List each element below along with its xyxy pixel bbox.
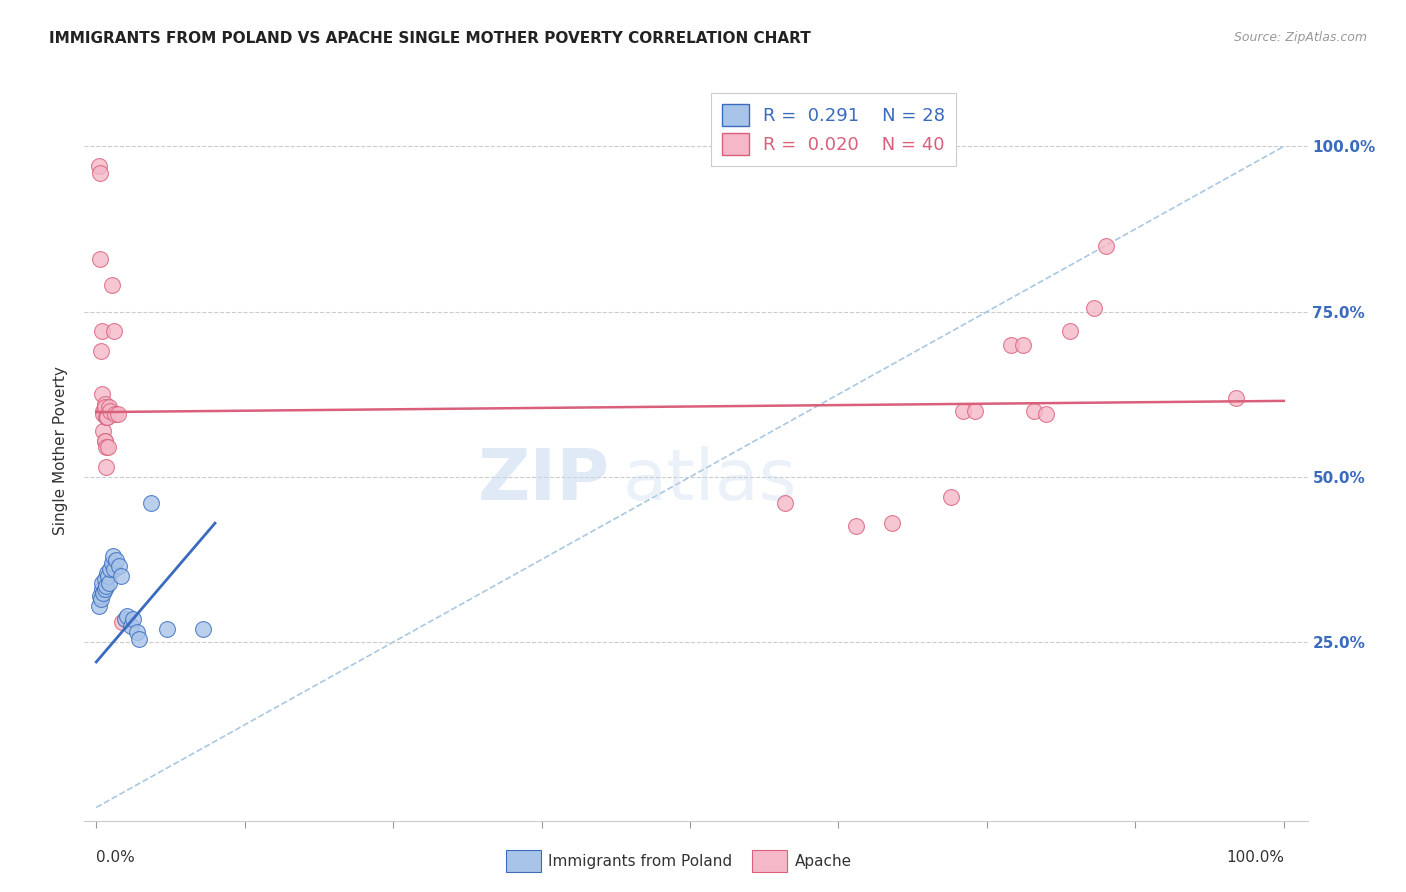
Text: ZIP: ZIP [478, 446, 610, 515]
Point [93, 404, 115, 418]
Point [110, 569, 132, 583]
Point [111, 615, 134, 630]
Point [91, 582, 114, 597]
Point [191, 622, 214, 636]
Point [90, 344, 112, 359]
Point [1011, 337, 1033, 351]
Point [104, 407, 127, 421]
Point [93, 582, 115, 597]
Point [93, 585, 115, 599]
Point [139, 496, 162, 510]
Point [96, 410, 118, 425]
Point [773, 496, 796, 510]
Point [122, 612, 145, 626]
Point [100, 556, 122, 570]
Point [100, 562, 122, 576]
Text: Immigrants from Poland: Immigrants from Poland [548, 855, 733, 869]
Point [105, 552, 128, 566]
Point [97, 440, 120, 454]
Point [93, 434, 115, 448]
Point [93, 401, 115, 415]
Point [1083, 301, 1105, 316]
Point [156, 622, 179, 636]
Point [94, 460, 117, 475]
Y-axis label: Single Mother Poverty: Single Mother Poverty [53, 366, 69, 535]
Point [845, 519, 868, 533]
Text: 100.0%: 100.0% [1226, 850, 1284, 865]
Point [1225, 391, 1247, 405]
Point [94, 440, 117, 454]
Point [1059, 325, 1081, 339]
Point [101, 549, 124, 564]
Point [1024, 404, 1046, 418]
Point [89, 252, 111, 266]
Point [125, 625, 148, 640]
Point [880, 516, 903, 531]
Point [94, 579, 117, 593]
Point [103, 562, 125, 576]
Point [96, 566, 118, 580]
Point [941, 490, 963, 504]
Point [963, 404, 986, 418]
Point [89, 166, 111, 180]
Point [93, 397, 115, 411]
Text: IMMIGRANTS FROM POLAND VS APACHE SINGLE MOTHER POVERTY CORRELATION CHART: IMMIGRANTS FROM POLAND VS APACHE SINGLE … [49, 31, 811, 46]
Point [1000, 337, 1022, 351]
Point [115, 608, 138, 623]
Point [1094, 238, 1116, 252]
Point [94, 410, 117, 425]
Point [93, 573, 115, 587]
Point [114, 612, 136, 626]
Point [96, 410, 118, 425]
Point [89, 589, 111, 603]
Point [90, 592, 112, 607]
Point [91, 575, 114, 590]
Legend: R =  0.291    N = 28, R =  0.020    N = 40: R = 0.291 N = 28, R = 0.020 N = 40 [711, 93, 956, 166]
Point [98, 575, 121, 590]
Point [97, 569, 120, 583]
Point [87, 159, 110, 173]
Point [100, 278, 122, 293]
Point [93, 424, 115, 438]
Text: 0.0%: 0.0% [96, 850, 135, 865]
Point [107, 559, 129, 574]
Point [107, 407, 129, 421]
Point [93, 407, 115, 421]
Point [103, 325, 125, 339]
Point [128, 632, 150, 646]
Point [93, 434, 115, 448]
Text: Source: ZipAtlas.com: Source: ZipAtlas.com [1233, 31, 1367, 45]
Text: atlas: atlas [623, 446, 797, 515]
Point [120, 618, 142, 632]
Point [100, 404, 122, 418]
Point [98, 401, 121, 415]
Point [1035, 407, 1057, 421]
Point [952, 404, 974, 418]
Point [91, 325, 114, 339]
Point [87, 599, 110, 613]
Text: Apache: Apache [794, 855, 852, 869]
Point [91, 387, 114, 401]
